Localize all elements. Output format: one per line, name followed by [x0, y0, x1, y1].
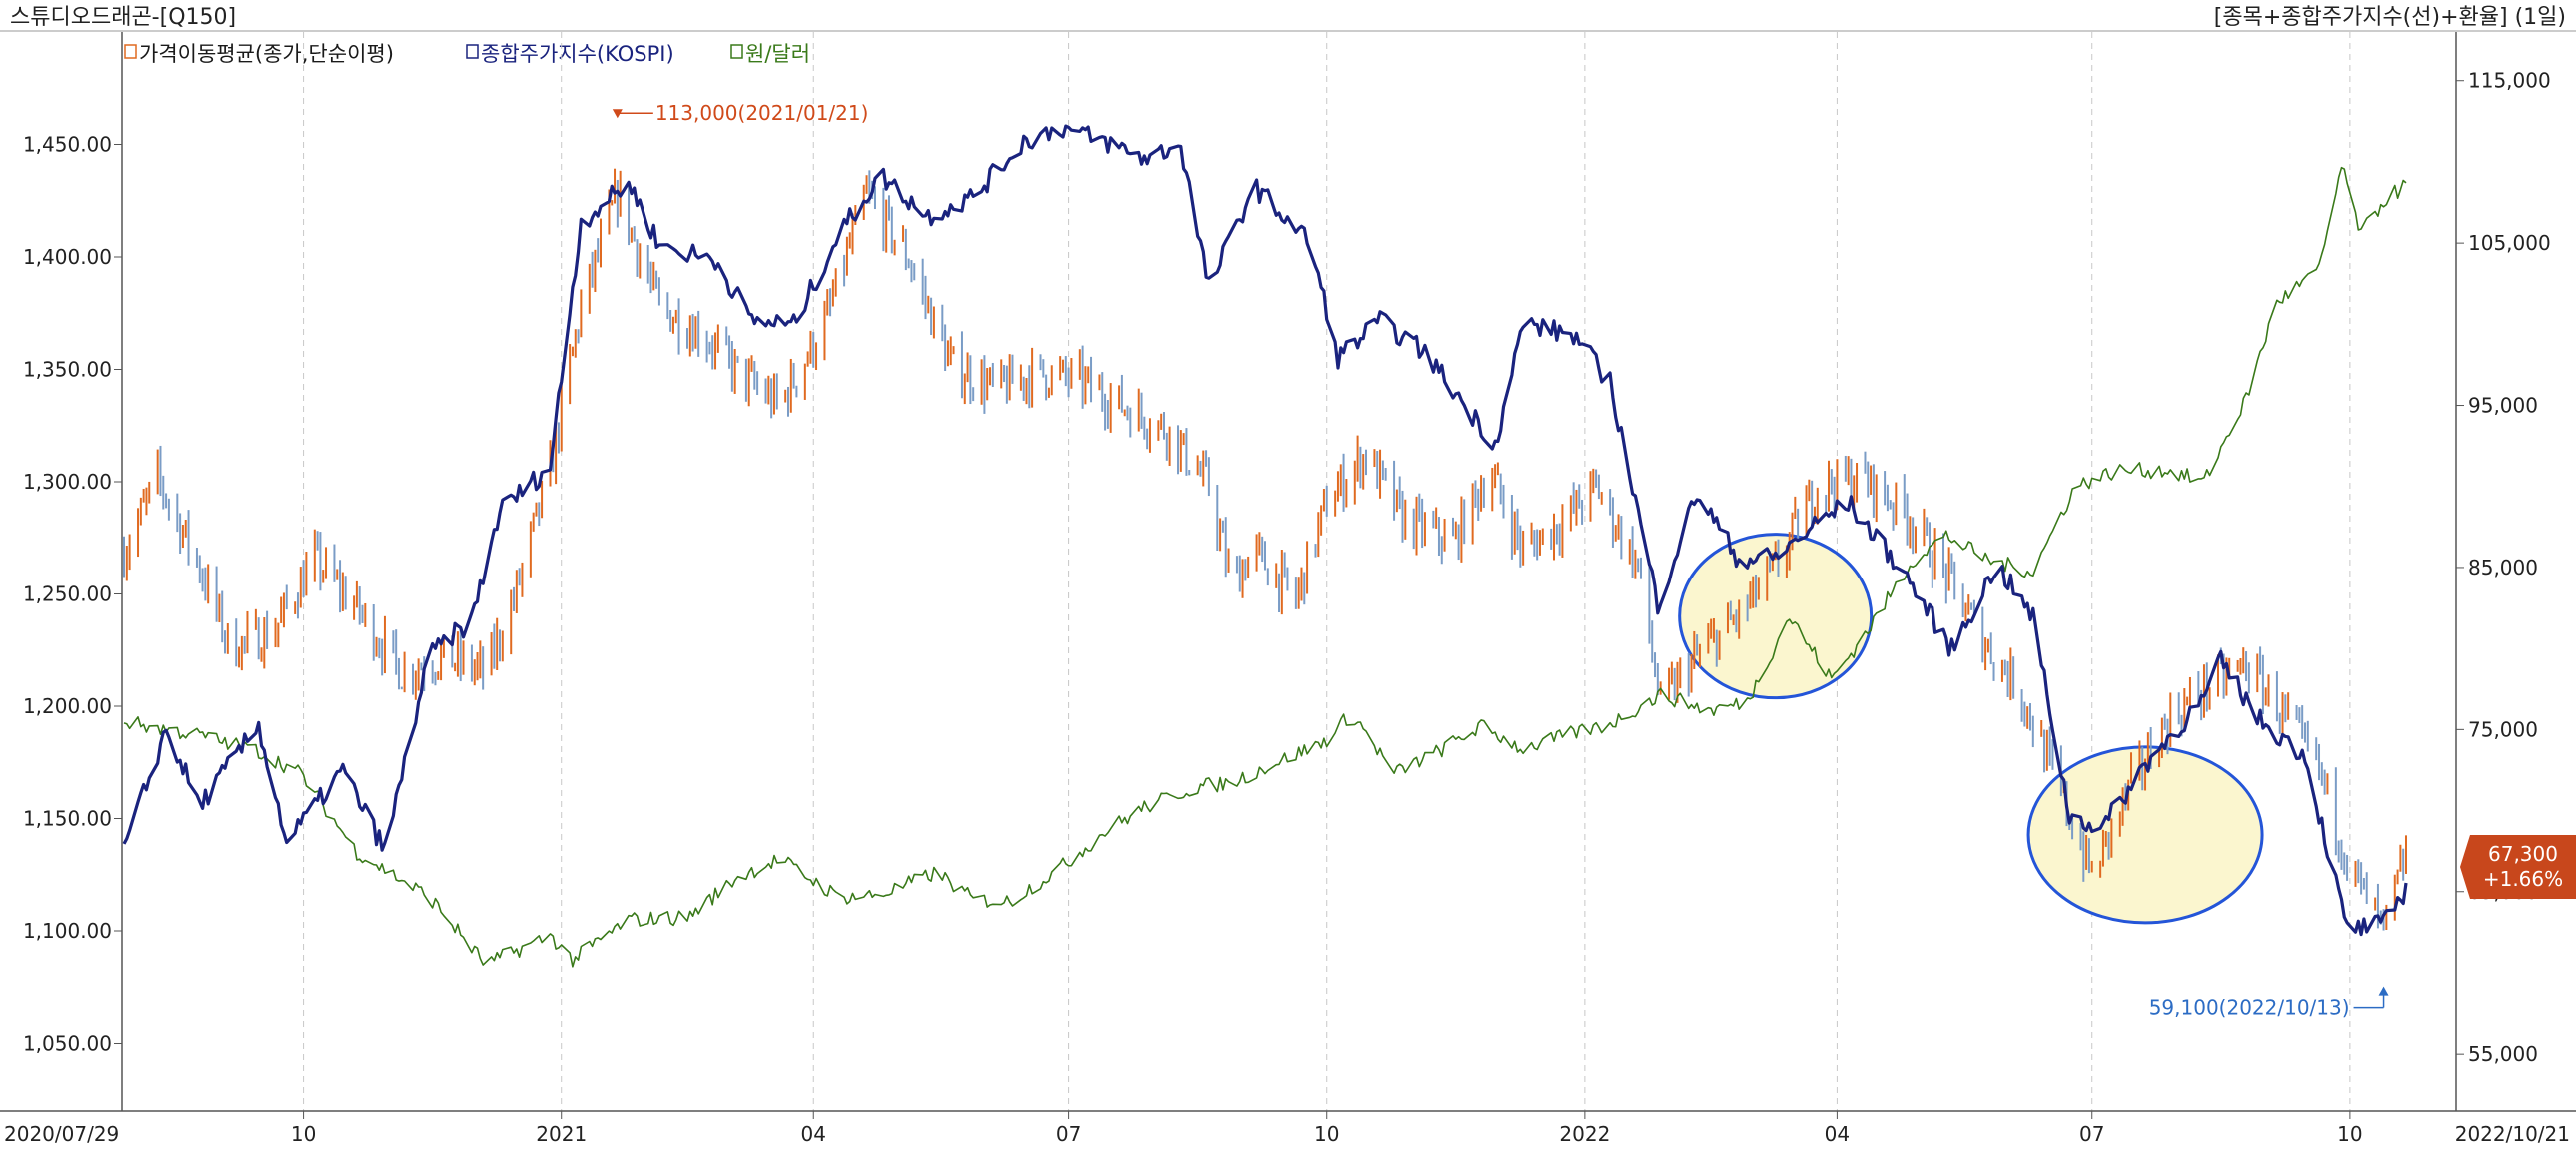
y-right-tick-label: 115,000 — [2468, 69, 2551, 93]
kospi-line — [122, 124, 2408, 937]
x-tick-label: 2022 — [1559, 1122, 1610, 1146]
x-tick-label: 2020/07/29 — [4, 1122, 119, 1146]
legend-kospi: 종합주가지수(KOSPI) — [481, 42, 674, 66]
current-price-badge: 67,300 +1.66% — [2460, 835, 2576, 899]
y-left-tick-label: 1,150.00 — [23, 807, 112, 831]
y-left-tick-label: 1,350.00 — [23, 358, 112, 382]
legend-swatch-kospi — [466, 44, 479, 59]
highlight-ellipse — [1678, 533, 1874, 700]
current-price-change: +1.66% — [2483, 867, 2563, 891]
y-left-tick-label: 1,400.00 — [23, 245, 112, 269]
legend-swatch-moving-average — [124, 44, 137, 59]
highlight-layer — [1678, 533, 2264, 925]
x-tick-label: 04 — [1825, 1122, 1850, 1146]
x-tick-label: 10 — [1314, 1122, 1339, 1146]
chart-spec-label: [종목+종합주가지수(선)+환율] (1일) — [2214, 5, 2566, 30]
current-price-value: 67,300 — [2488, 842, 2558, 866]
krw-usd-line — [123, 166, 2407, 968]
legend-krw-usd: 원/달러 — [745, 42, 810, 66]
x-tick-label: 2022/10/21 — [2455, 1122, 2570, 1146]
x-tick-label: 07 — [1056, 1122, 1081, 1146]
high-annotation-arrow — [612, 109, 623, 119]
x-tick-label: 07 — [2079, 1122, 2104, 1146]
y-left-tick-label: 1,100.00 — [23, 919, 112, 943]
y-right-tick-label: 95,000 — [2468, 394, 2538, 418]
y-right-tick-label: 75,000 — [2468, 717, 2538, 741]
chart-title: 스튜디오드래곤-[Q150] — [10, 5, 236, 30]
left-axis-ticks: 1,450.00 1,400.00 1,350.00 1,300.00 1,250.00… — [23, 133, 122, 1056]
y-left-tick-label: 1,300.00 — [23, 470, 112, 494]
annotation-layer: 113,000(2021/01/21) 59,100(2022/10/13) — [612, 101, 2389, 1020]
chart-legend: 가격이동평균(종가,단순이평) 종합주가지수(KOSPI) 원/달러 — [124, 42, 810, 66]
chart-header-bg — [0, 0, 2576, 30]
y-left-tick-label: 1,200.00 — [23, 694, 112, 718]
legend-moving-average: 가격이동평균(종가,단순이평) — [139, 42, 394, 66]
x-tick-label: 04 — [801, 1122, 826, 1146]
y-right-tick-label: 55,000 — [2468, 1042, 2538, 1066]
current-price-badge-shape — [2460, 835, 2576, 899]
low-annotation-label: 59,100(2022/10/13) — [2149, 996, 2350, 1020]
y-right-tick-label: 105,000 — [2468, 231, 2551, 255]
highlight-ellipse — [2026, 745, 2264, 925]
x-tick-label: 2021 — [536, 1122, 587, 1146]
series-lines-layer — [122, 124, 2408, 968]
x-tick-label: 10 — [2337, 1122, 2362, 1146]
x-tick-label: 10 — [291, 1122, 316, 1146]
x-axis-ticks: 2020/07/29 10 2021 04 07 10 2022 04 07 10 2022/10/… — [4, 1111, 2570, 1146]
y-left-tick-label: 1,450.00 — [23, 133, 112, 157]
right-axis-ticks: 115,000105,00095,00085,00075,00065,00055… — [2456, 69, 2551, 1066]
y-left-tick-label: 1,050.00 — [23, 1032, 112, 1056]
y-right-tick-label: 85,000 — [2468, 556, 2538, 579]
high-annotation-label: 113,000(2021/01/21) — [655, 101, 869, 125]
y-left-tick-label: 1,250.00 — [23, 582, 112, 606]
legend-swatch-krw-usd — [730, 44, 743, 59]
low-annotation-arrow — [2378, 986, 2389, 996]
